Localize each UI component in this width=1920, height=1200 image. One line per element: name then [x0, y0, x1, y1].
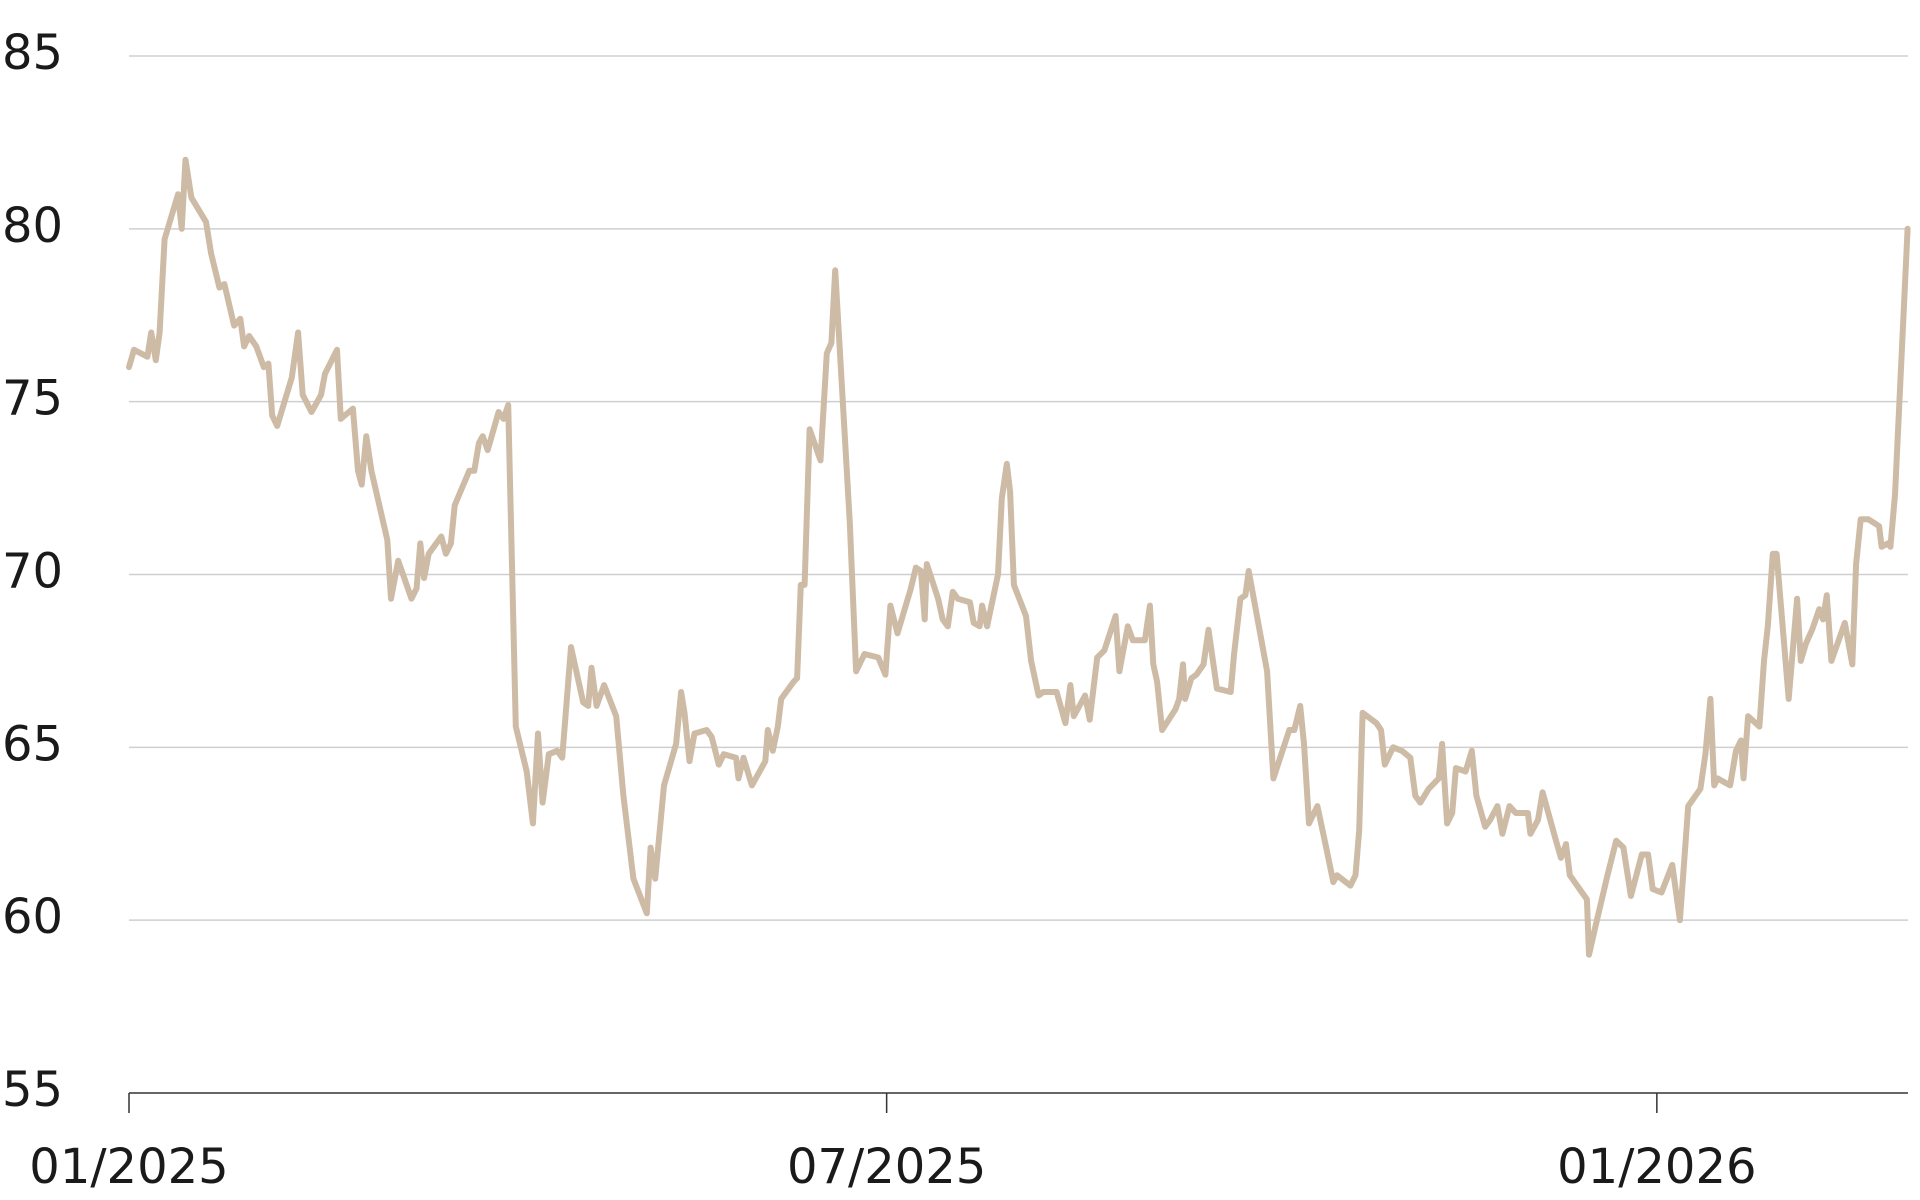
- y-tick-label: 60: [2, 889, 63, 945]
- y-tick-label: 80: [2, 198, 63, 254]
- y-tick-label: 65: [2, 716, 63, 772]
- line-series: [126, 156, 1911, 958]
- y-tick-label: 70: [2, 544, 63, 600]
- x-tick-label: 01/2025: [29, 1139, 228, 1195]
- x-tick-label: 01/2026: [1557, 1139, 1756, 1195]
- y-tick-label: 55: [2, 1062, 63, 1118]
- x-tick-label: 07/2025: [787, 1139, 986, 1195]
- y-tick-label: 85: [2, 25, 63, 81]
- y-tick-label: 75: [2, 371, 63, 427]
